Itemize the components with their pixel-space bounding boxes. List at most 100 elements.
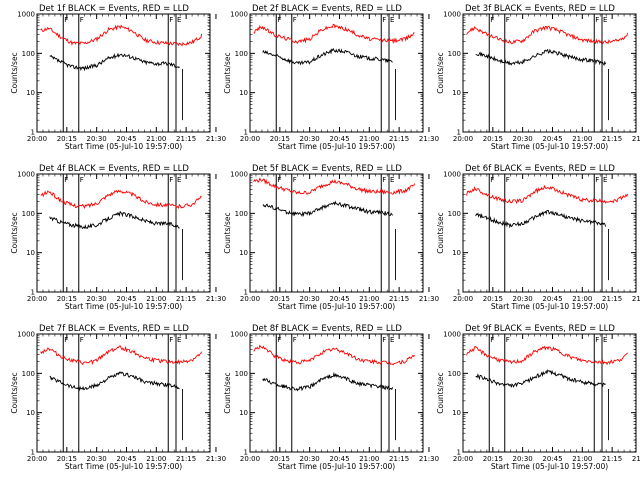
x-tick-label: 20:15 bbox=[270, 135, 290, 143]
x-tick-label: 20:15 bbox=[57, 135, 77, 143]
panel-title: Det 6f BLACK = Events, RED = LLD bbox=[465, 164, 615, 174]
panel-3: Det 3f BLACK = Events, RED = LLD 1 10 100 10… bbox=[436, 4, 640, 151]
x-tick-label: 20:30 bbox=[300, 135, 320, 143]
y-axis-label: Counts/sec bbox=[223, 212, 232, 253]
series-lld bbox=[466, 184, 629, 205]
x-tick-label: 20:45 bbox=[116, 295, 136, 303]
y-tick-label: 100 bbox=[22, 370, 35, 378]
x-axis-label: Start Time (05-Jul-10 19:57:00) bbox=[491, 462, 608, 471]
panel-title: Det 5f BLACK = Events, RED = LLD bbox=[252, 164, 402, 174]
series-events bbox=[475, 48, 607, 66]
y-tick-label: 1 bbox=[31, 449, 35, 457]
x-tick-label: 20:00 bbox=[453, 135, 473, 143]
series-lld bbox=[466, 25, 629, 45]
x-tick-label: 21:15 bbox=[176, 135, 196, 143]
y-tick-label: 1000 bbox=[17, 11, 35, 19]
y-tick-label: 100 bbox=[22, 210, 35, 218]
x-tick-label: 20:00 bbox=[27, 295, 47, 303]
x-tick-label: 21:00 bbox=[146, 455, 166, 463]
x-tick-label: 20:00 bbox=[453, 295, 473, 303]
series-lld bbox=[40, 189, 202, 209]
x-tick-label: 20:45 bbox=[542, 295, 562, 303]
x-tick-label: 21:30 bbox=[206, 295, 226, 303]
y-tick-label: 1000 bbox=[443, 331, 461, 339]
marker-label: F bbox=[80, 176, 84, 184]
y-tick-label: 10 bbox=[26, 409, 35, 417]
marker-label: F bbox=[595, 176, 599, 184]
panel-9: Det 9f BLACK = Events, RED = LLD 1 10 100 10… bbox=[436, 324, 640, 471]
x-tick-label: 21:00 bbox=[359, 455, 379, 463]
x-tick-label: 20:00 bbox=[453, 455, 473, 463]
x-tick-label: 21:00 bbox=[572, 455, 592, 463]
marker-label: F bbox=[506, 16, 510, 24]
marker-label: F bbox=[64, 176, 68, 184]
x-tick-label: 21:00 bbox=[146, 295, 166, 303]
marker-label: F bbox=[490, 176, 494, 184]
y-axis-label: Counts/sec bbox=[436, 52, 445, 93]
y-axis-label: Counts/sec bbox=[10, 372, 19, 413]
x-tick-label: 20:30 bbox=[300, 295, 320, 303]
plot-frame bbox=[36, 173, 211, 293]
panel-7: Det 7f BLACK = Events, RED = LLD 1 10 100 10… bbox=[10, 324, 226, 471]
x-tick-label: 21:15 bbox=[602, 295, 622, 303]
y-tick-label: 100 bbox=[22, 50, 35, 58]
x-tick-label: 20:30 bbox=[300, 455, 320, 463]
marker-label: F bbox=[490, 336, 494, 344]
panel-1: Det 1f BLACK = Events, RED = LLD 1 10 100 10… bbox=[10, 4, 226, 151]
marker-label: F bbox=[293, 16, 297, 24]
y-tick-label: 1 bbox=[244, 449, 248, 457]
x-tick-label: 21:30 bbox=[419, 295, 439, 303]
x-tick-label: 20:30 bbox=[513, 455, 533, 463]
panel-title: Det 1f BLACK = Events, RED = LLD bbox=[39, 4, 189, 14]
y-tick-label: 1 bbox=[457, 129, 461, 137]
panel-5: Det 5f BLACK = Events, RED = LLD 1 10 100 10… bbox=[223, 164, 439, 311]
y-tick-label: 1000 bbox=[230, 11, 248, 19]
marker-label: E bbox=[390, 336, 394, 344]
marker-label: F bbox=[293, 336, 297, 344]
y-tick-label: 10 bbox=[239, 89, 248, 97]
plot-frame bbox=[249, 173, 424, 293]
x-tick-label: 21:15 bbox=[389, 135, 409, 143]
y-axis-label: Counts/sec bbox=[436, 212, 445, 253]
series-lld bbox=[466, 345, 628, 366]
y-tick-label: 100 bbox=[448, 50, 461, 58]
x-tick-label: 21:00 bbox=[359, 295, 379, 303]
x-tick-label: 20:45 bbox=[542, 455, 562, 463]
marker-label: F bbox=[277, 176, 281, 184]
series-lld bbox=[40, 24, 203, 47]
panel-title: Det 8f BLACK = Events, RED = LLD bbox=[252, 324, 402, 334]
y-tick-label: 1000 bbox=[443, 171, 461, 179]
marker-label: F bbox=[506, 176, 510, 184]
marker-label: E bbox=[390, 176, 394, 184]
marker-label: E bbox=[603, 176, 607, 184]
panel-title: Det 4f BLACK = Events, RED = LLD bbox=[39, 164, 189, 174]
y-tick-label: 100 bbox=[448, 210, 461, 218]
x-tick-label: 20:45 bbox=[329, 295, 349, 303]
x-tick-label: 21:30 bbox=[419, 455, 439, 463]
y-tick-label: 1000 bbox=[17, 171, 35, 179]
marker-label: F bbox=[169, 336, 173, 344]
x-tick-label: 21:15 bbox=[176, 455, 196, 463]
series-lld bbox=[253, 344, 415, 366]
y-tick-label: 1 bbox=[31, 289, 35, 297]
x-tick-label: 20:00 bbox=[240, 135, 260, 143]
y-tick-label: 1000 bbox=[443, 11, 461, 19]
y-axis-label: Counts/sec bbox=[10, 52, 19, 93]
marker-label: F bbox=[169, 16, 173, 24]
marker-label: F bbox=[80, 336, 84, 344]
x-tick-label: 20:30 bbox=[87, 295, 107, 303]
marker-label: E bbox=[177, 176, 181, 184]
x-axis-label: Start Time (05-Jul-10 19:57:00) bbox=[65, 142, 182, 151]
y-tick-label: 100 bbox=[235, 50, 248, 58]
series-lld bbox=[253, 177, 416, 195]
plot-frame bbox=[36, 13, 211, 133]
marker-label: F bbox=[277, 16, 281, 24]
x-tick-label: 20:00 bbox=[240, 455, 260, 463]
y-tick-label: 1000 bbox=[17, 331, 35, 339]
marker-label: E bbox=[177, 16, 181, 24]
x-tick-label: 20:45 bbox=[116, 135, 136, 143]
x-tick-label: 21:00 bbox=[572, 135, 592, 143]
x-tick-label: 20:45 bbox=[542, 135, 562, 143]
series-lld bbox=[253, 23, 415, 45]
